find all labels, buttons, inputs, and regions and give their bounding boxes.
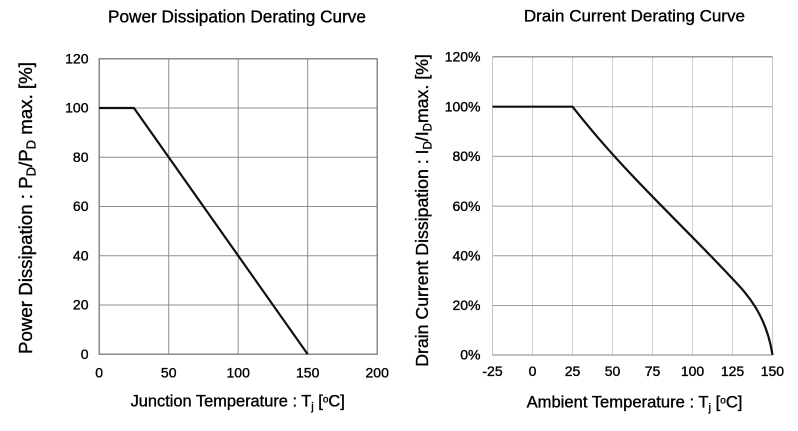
svg-text:200: 200 [366, 364, 390, 380]
svg-text:40%: 40% [452, 248, 480, 264]
svg-text:Power Dissipation : PD/PD max.: Power Dissipation : PD/PD max. [%] [15, 62, 39, 354]
svg-text:50: 50 [605, 363, 621, 379]
svg-text:40: 40 [73, 247, 89, 263]
svg-text:100: 100 [681, 363, 705, 379]
svg-text:120%: 120% [445, 49, 481, 65]
svg-text:100: 100 [65, 100, 89, 116]
svg-text:Junction Temperature : Tj [oC]: Junction Temperature : Tj [oC] [131, 393, 345, 414]
svg-text:120: 120 [65, 51, 89, 67]
svg-text:75: 75 [645, 363, 661, 379]
svg-text:0: 0 [95, 364, 103, 380]
svg-text:-25: -25 [482, 363, 502, 379]
svg-text:20%: 20% [452, 297, 480, 313]
svg-text:25: 25 [565, 363, 581, 379]
svg-text:Ambient Temperature : Tj [oC]: Ambient Temperature : Tj [oC] [527, 392, 743, 414]
svg-text:50: 50 [161, 364, 177, 380]
svg-text:Power Dissipation Derating Cur: Power Dissipation Derating Curve [108, 6, 366, 26]
svg-text:100%: 100% [445, 98, 481, 114]
svg-text:Drain Current Derating Curve: Drain Current Derating Curve [524, 6, 745, 25]
svg-text:80: 80 [73, 149, 89, 165]
svg-text:Drain Current Dissipation : ID: Drain Current Dissipation : ID/IDmax. [%… [412, 54, 435, 367]
svg-text:125: 125 [721, 363, 745, 379]
svg-text:150: 150 [296, 364, 320, 380]
svg-text:100: 100 [227, 364, 251, 380]
svg-text:20: 20 [73, 297, 89, 313]
svg-text:60: 60 [73, 198, 89, 214]
svg-text:0: 0 [529, 363, 537, 379]
svg-text:0%: 0% [460, 347, 480, 363]
svg-text:150: 150 [761, 363, 785, 379]
svg-text:60%: 60% [452, 198, 480, 214]
svg-text:80%: 80% [452, 148, 480, 164]
svg-text:0: 0 [81, 346, 89, 362]
